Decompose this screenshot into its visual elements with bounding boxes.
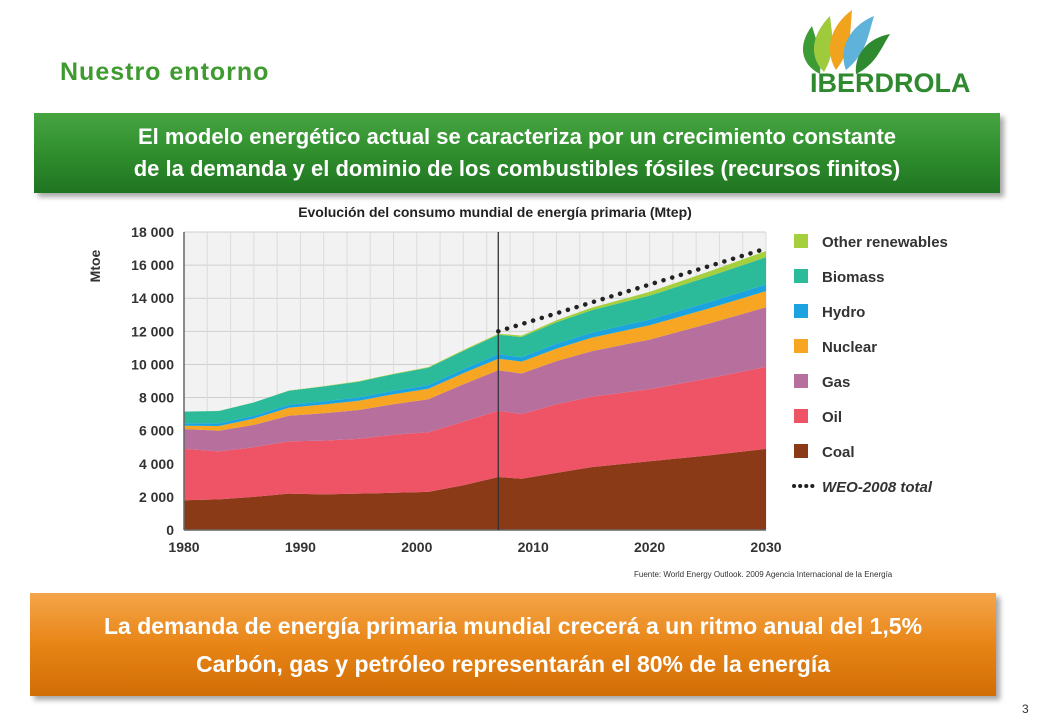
stacked-areas — [184, 251, 766, 530]
headline-line-1: El modelo energético actual se caracteri… — [137, 124, 897, 149]
y-tick-label: 18 000 — [131, 224, 174, 240]
area-oil — [184, 366, 766, 501]
logo-drops — [802, 10, 890, 74]
y-tick-label: 2 000 — [139, 489, 174, 505]
logo-text: IBERDROLA — [810, 68, 971, 98]
x-tick-label: 1990 — [285, 539, 316, 555]
legend-swatch — [794, 269, 808, 283]
weo-2008-total-line — [496, 246, 769, 334]
y-tick-label: 4 000 — [139, 456, 174, 472]
y-tick-label: 12 000 — [131, 323, 174, 339]
y-axis-label: Mtoe — [87, 249, 103, 282]
y-tick-label: 14 000 — [131, 290, 174, 306]
y-tick-label: 8 000 — [139, 390, 174, 406]
energy-consumption-chart: 0 2 000 4 000 6 000 8 000 10 000 12 000 14 000 1… — [87, 224, 948, 555]
axes: 0 2 000 4 000 6 000 8 000 10 000 12 000 14 000 1… — [87, 224, 782, 555]
iberdrola-logo: IBERDROLA — [802, 10, 971, 98]
y-tick-label: 0 — [166, 522, 174, 538]
x-tick-label: 2000 — [401, 539, 432, 555]
legend-label: Oil — [822, 409, 842, 426]
legend-label: Gas — [822, 374, 850, 391]
x-tick-label: 2020 — [634, 539, 665, 555]
legend: Other renewables Biomass Hydro Nuclear Gas Oi… — [792, 234, 948, 496]
y-tick-label: 10 000 — [131, 356, 174, 372]
legend-swatch — [794, 234, 808, 248]
conclusion-banner: La demanda de energía primaria mundial c… — [30, 593, 996, 696]
headline-line-2: de la demanda y el dominio de los combus… — [133, 156, 901, 181]
area-gas — [184, 307, 766, 452]
legend-swatch — [794, 374, 808, 388]
page-number: 3 — [1022, 702, 1029, 716]
legend-label: WEO-2008 total — [822, 479, 933, 496]
conclusion-line-2: Carbón, gas y petróleo representarán el … — [195, 650, 831, 677]
x-tick-label: 1980 — [168, 539, 199, 555]
headline-banner: El modelo energético actual se caracteri… — [34, 113, 1000, 193]
section-title: Nuestro entorno — [60, 58, 270, 86]
source-note: Fuente: World Energy Outlook. 2009 Agenc… — [634, 570, 893, 579]
conclusion-line-1: La demanda de energía primaria mundial c… — [103, 612, 923, 639]
legend-label: Coal — [822, 444, 855, 461]
y-tick-label: 6 000 — [139, 423, 174, 439]
legend-label: Nuclear — [822, 339, 877, 356]
legend-swatch — [794, 409, 808, 423]
x-tick-label: 2010 — [518, 539, 549, 555]
chart-title: Evolución del consumo mundial de energía… — [298, 204, 692, 220]
legend-label: Other renewables — [822, 234, 948, 251]
area-coal — [184, 448, 766, 530]
legend-label: Biomass — [822, 269, 885, 286]
legend-swatch — [794, 304, 808, 318]
x-tick-label: 2030 — [750, 539, 781, 555]
legend-swatch — [794, 339, 808, 353]
legend-swatch — [794, 444, 808, 458]
area-biomass — [184, 257, 766, 424]
y-tick-label: 16 000 — [131, 257, 174, 273]
legend-label: Hydro — [822, 304, 865, 321]
